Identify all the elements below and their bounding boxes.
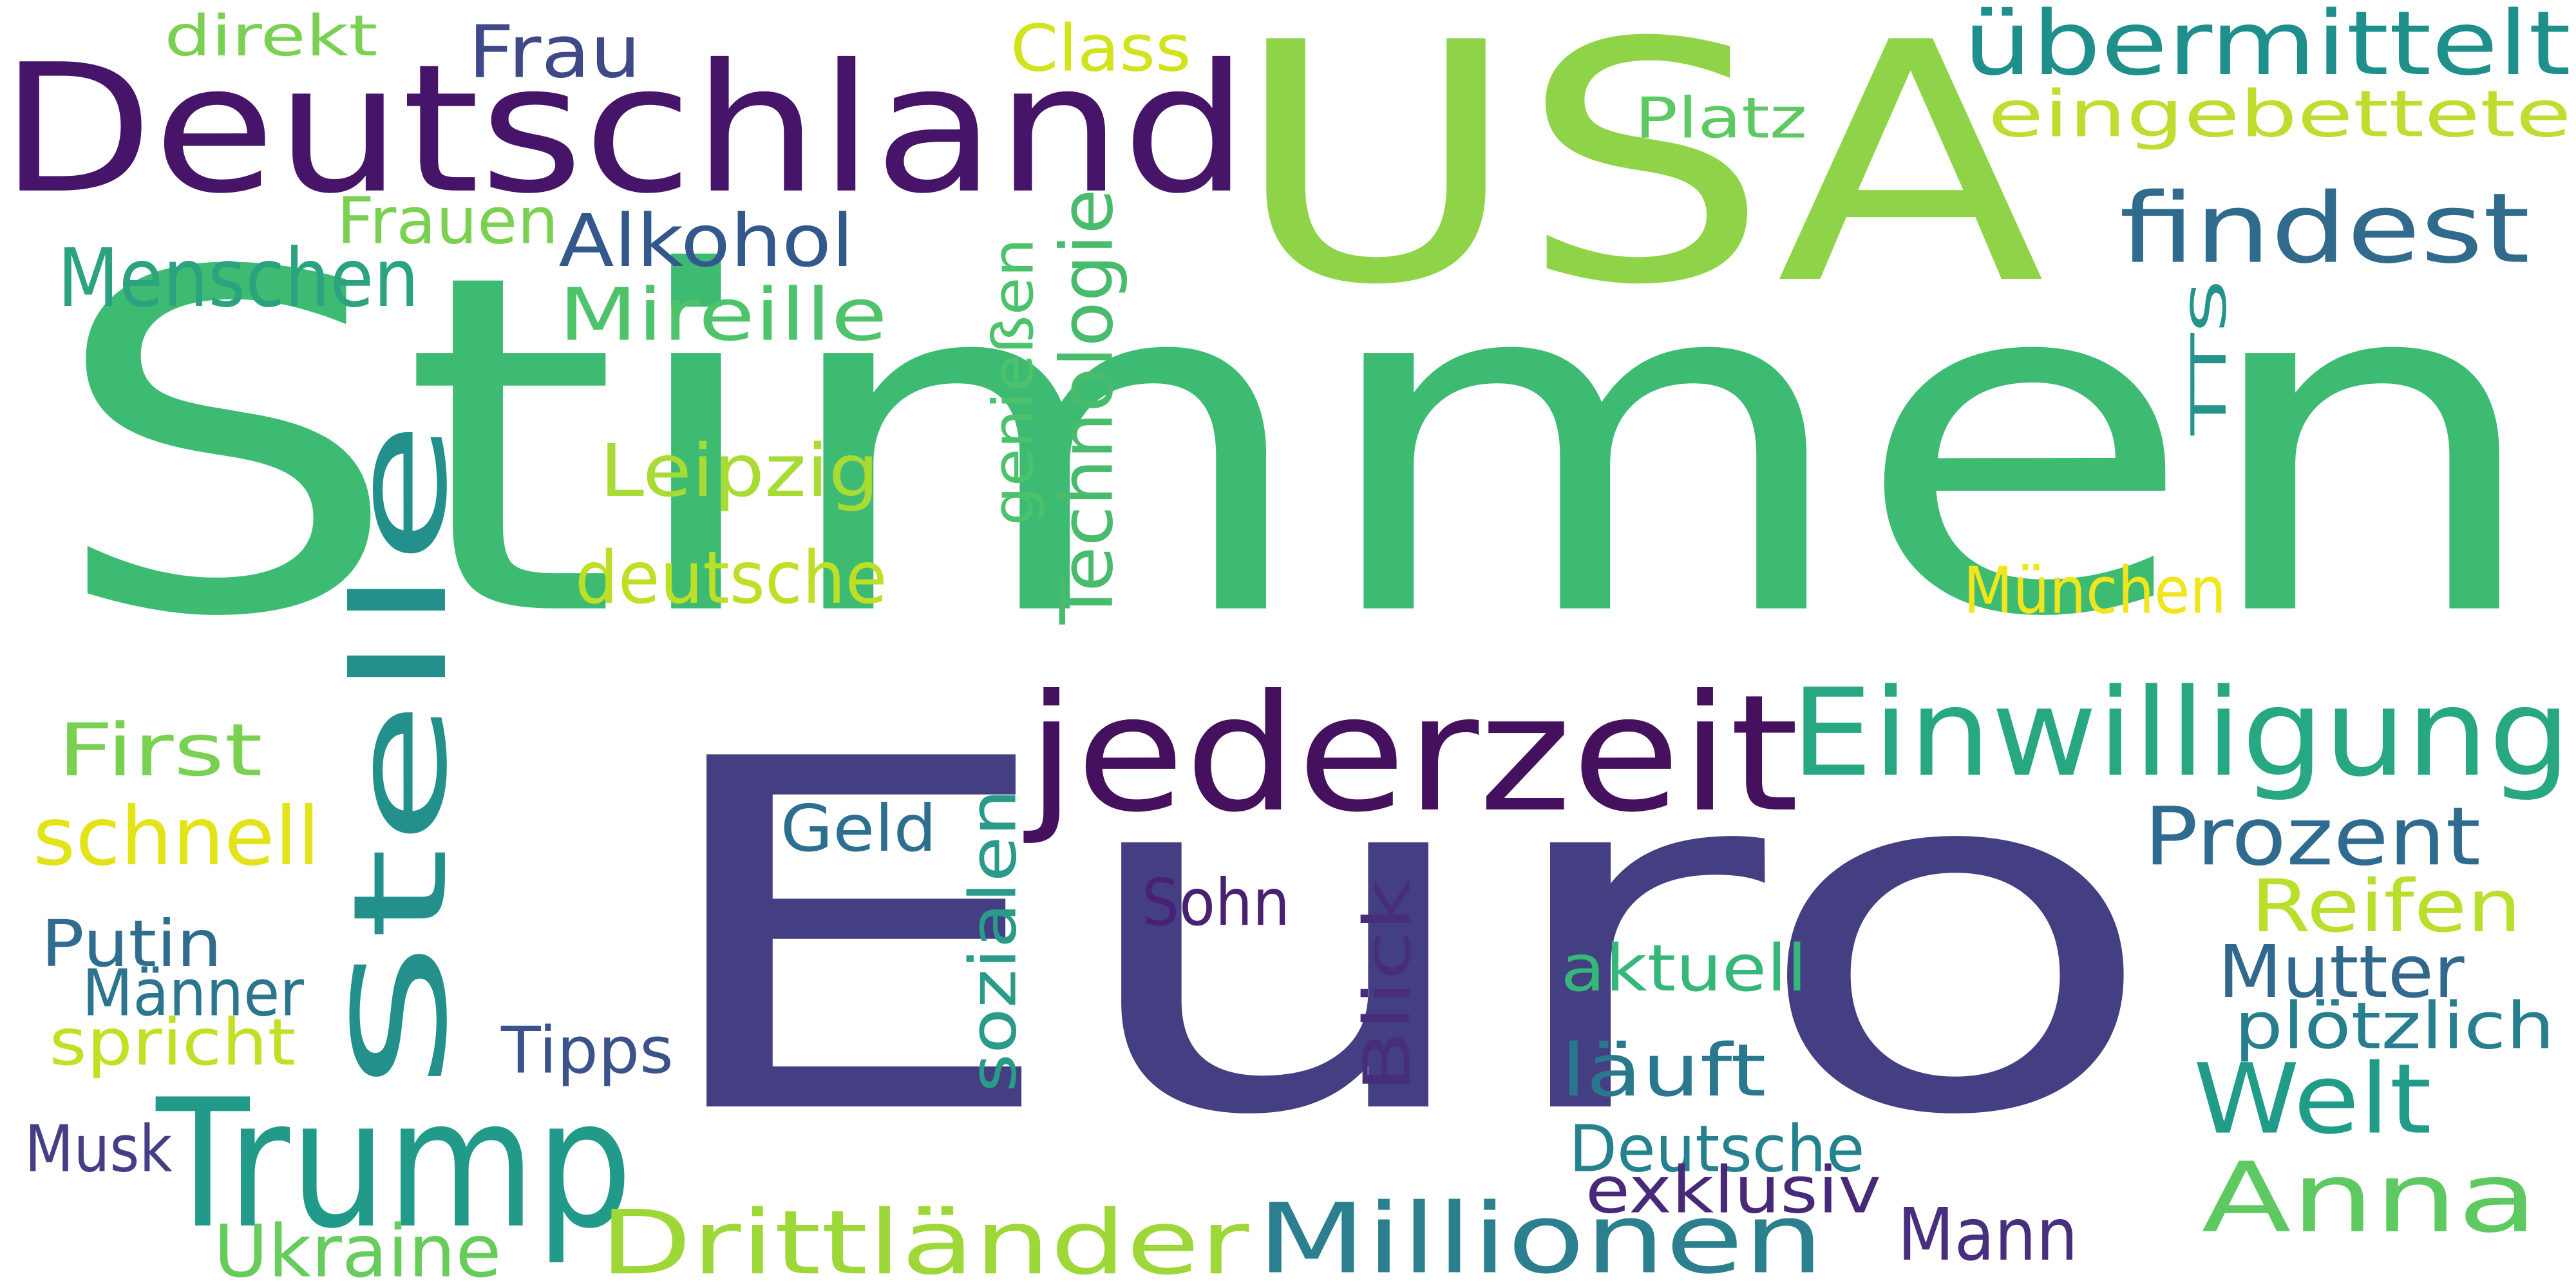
word-reifen: Reifen xyxy=(2250,864,2522,949)
word-deutschland: Deutschland xyxy=(0,26,1249,232)
word-spricht: spricht xyxy=(49,1004,296,1080)
word-first: First xyxy=(57,708,263,793)
word-prozent: Prozent xyxy=(2144,790,2481,884)
word-mann: Mann xyxy=(1897,1193,2078,1278)
word-frau: Frau xyxy=(468,10,641,95)
word-musk: Musk xyxy=(24,1111,173,1187)
word-eingebettete: eingebettete xyxy=(1987,76,2571,152)
word-alkohol: Alkohol xyxy=(558,198,855,283)
word-tts: TTS xyxy=(2180,279,2237,436)
word-deutsche: Deutsche xyxy=(1569,1111,1865,1187)
word-leipzig: Leipzig xyxy=(600,429,880,514)
word-tipps: Tipps xyxy=(501,1012,674,1088)
word-platz: Platz xyxy=(1634,85,1808,151)
word-ukraine: Ukraine xyxy=(213,1209,502,1288)
word-uebermittelt: übermittelt xyxy=(1963,0,2571,95)
word-geniessen: genießen xyxy=(980,238,1046,526)
word-laeuft: läuft xyxy=(1560,1028,1766,1113)
word-millionen: Millionen xyxy=(1256,1183,1824,1288)
word-ploetzlich: plötzlich xyxy=(2234,988,2555,1064)
word-aktuell: aktuell xyxy=(1560,931,1807,1007)
word-technologie: Technologie xyxy=(1045,189,1130,625)
word-drittlaender: Drittländer xyxy=(600,1191,1249,1288)
word-sozialen: sozialen xyxy=(955,789,1031,1093)
word-findest: findest xyxy=(2119,173,2530,285)
word-jederzeit: jederzeit xyxy=(1027,659,1799,848)
word-usa: USA xyxy=(1232,0,2045,357)
word-putin: Putin xyxy=(41,905,222,981)
word-stimmen: Stimmen xyxy=(49,175,2546,719)
word-mutter: Mutter xyxy=(2217,930,2465,1015)
word-schnell: schnell xyxy=(33,790,321,884)
word-sohn: Sohn xyxy=(1141,865,1290,941)
word-class: Class xyxy=(1010,10,1191,86)
word-frauen: Frauen xyxy=(336,183,559,259)
word-geld: Geld xyxy=(780,791,937,867)
word-muenchen: München xyxy=(1963,553,2226,629)
word-menschen: Menschen xyxy=(57,231,419,325)
word-blick: Blick xyxy=(1349,878,1425,1093)
word-anna: Anna xyxy=(2201,1142,2538,1255)
word-stelle: Stelle xyxy=(325,419,476,1093)
word-direkt: direkt xyxy=(164,3,378,69)
word-einwilligung: Einwilligung xyxy=(1790,663,2571,804)
word-welt: Welt xyxy=(2193,1043,2432,1156)
word-deutsche-lower: deutsche xyxy=(574,535,887,620)
word-trump: Trump xyxy=(156,1061,633,1267)
word-mireille: Mireille xyxy=(558,272,887,357)
word-exklusiv: exklusiv xyxy=(1585,1152,1882,1228)
word-maenner: Männer xyxy=(82,955,304,1031)
word-euro: Euro xyxy=(640,658,2161,1221)
